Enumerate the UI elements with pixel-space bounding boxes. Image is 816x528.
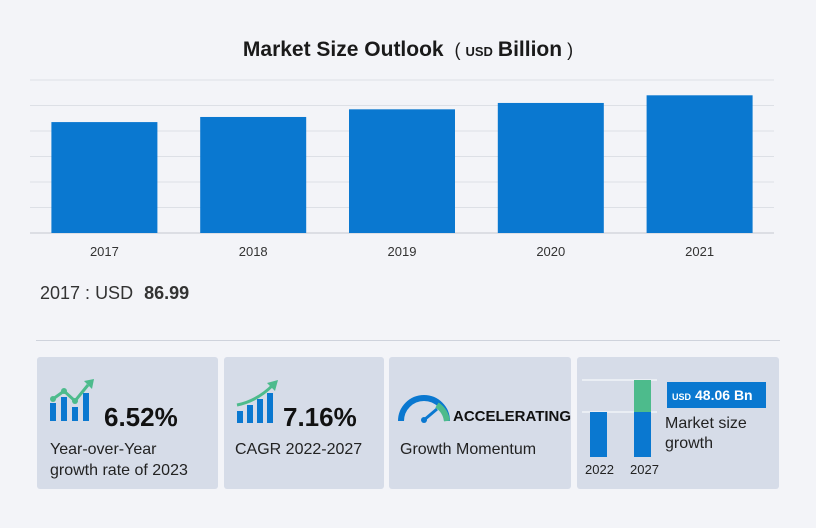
yoy-description: Year-over-Year growth rate of 2023 (50, 439, 188, 481)
bar-2018 (200, 116, 307, 233)
bar-trend-icon (236, 380, 278, 423)
chart-unit-label: Billion (497, 38, 563, 61)
yoy-card: 6.52% Year-over-Year growth rate of 2023 (37, 357, 218, 489)
growth-currency: USD (672, 392, 692, 402)
bar-2020 (497, 102, 604, 233)
growth-mini-chart (582, 379, 657, 457)
cagr-value: 7.16% (283, 402, 357, 432)
growth-year-start: 2022 (585, 462, 614, 477)
x-tick-label-2020: 2020 (536, 244, 565, 259)
growth-chart-icon (50, 379, 94, 421)
growth-description: Market size growth (665, 414, 747, 454)
x-tick-label-2019: 2019 (388, 244, 417, 259)
cagr-card: 7.16% CAGR 2022-2027 (224, 357, 384, 489)
bar-2021 (646, 95, 753, 233)
growth-value: 48.06 Bn (695, 387, 753, 403)
chart-unit-currency: USD (465, 44, 493, 59)
growth-bar-end-base (634, 412, 651, 457)
bar-2017 (51, 122, 158, 233)
growth-desc-line1: Market size (665, 415, 747, 432)
growth-bar-start (590, 412, 607, 457)
momentum-card: ACCELERATING Growth Momentum (389, 357, 571, 489)
chart-title-text: Market Size Outlook (242, 38, 444, 61)
bar-2019 (349, 109, 455, 233)
momentum-value: ACCELERATING (453, 408, 572, 425)
yoy-desc-line1: Year-over-Year (50, 441, 157, 458)
highlight-value: 2017 : USD 86.99 (40, 283, 190, 303)
speedometer-icon (398, 395, 450, 423)
x-tick-label-2017: 2017 (90, 244, 119, 259)
chart-unit: ( USD Billion ) (449, 38, 574, 61)
growth-bar-end-increment (634, 380, 651, 412)
highlight-currency: USD (95, 283, 134, 303)
momentum-description: Growth Momentum (400, 441, 537, 458)
highlight-year: 2017 (40, 283, 81, 303)
growth-desc-line2: growth (665, 435, 714, 452)
growth-value-badge: USD 48.06 Bn (667, 382, 766, 408)
market-size-bar-chart: 2017 2018 2019 2020 2021 (30, 79, 774, 259)
growth-card (577, 357, 779, 489)
growth-year-end: 2027 (630, 462, 659, 477)
section-divider (36, 340, 780, 341)
x-tick-label-2018: 2018 (239, 244, 268, 259)
cagr-description: CAGR 2022-2027 (235, 441, 363, 458)
chart-title: Market Size Outlook ( USD Billion ) (0, 38, 816, 62)
x-tick-label-2021: 2021 (685, 244, 714, 259)
yoy-desc-line2: growth rate of 2023 (50, 462, 188, 479)
highlight-amount: 86.99 (144, 283, 190, 303)
yoy-value: 6.52% (104, 402, 178, 432)
